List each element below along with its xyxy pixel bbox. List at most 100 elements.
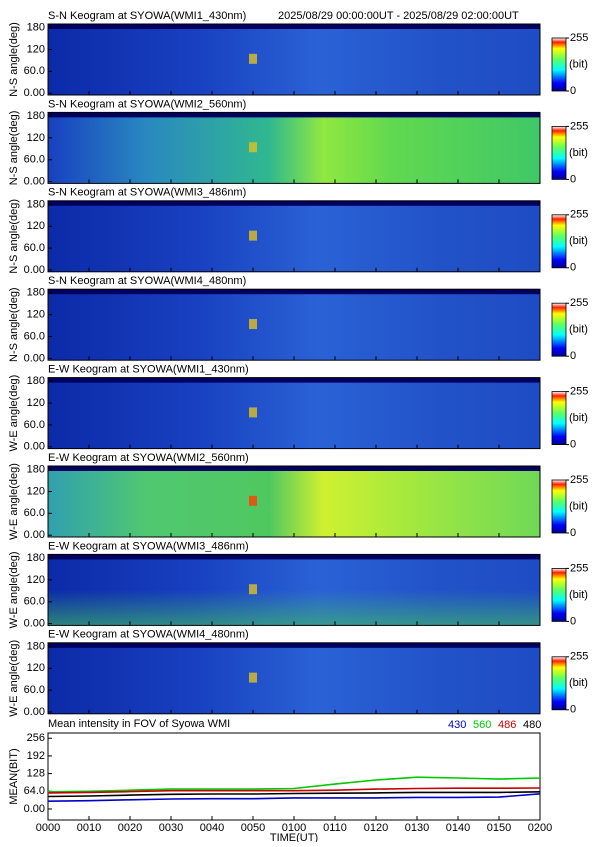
plot-frame [47, 732, 541, 821]
colorbar-tick-label: 255 [570, 386, 588, 398]
colorbar [551, 302, 567, 357]
series-line [47, 787, 541, 794]
y-axis-label: MEAN(BIT) [8, 748, 20, 804]
panel-title: S-N Keogram at SYOWA(WMI4_480nm) [48, 275, 246, 287]
keogram-feature [249, 584, 257, 595]
y-tick-label: 60.0 [24, 154, 45, 166]
legend-entry: 560 [473, 719, 491, 731]
y-tick-label: 0.00 [24, 352, 45, 364]
y-axis-label: W-E angle(deg) [8, 463, 20, 540]
colorbar-tick-label: 0 [570, 527, 576, 539]
colorbar [551, 214, 567, 269]
y-tick-label: 120 [27, 485, 45, 497]
x-tick-label: 0150 [487, 822, 511, 834]
y-tick-label: 60.0 [24, 507, 45, 519]
colorbar-label: (bit) [569, 235, 588, 247]
colorbar-tick-label: 0 [570, 173, 576, 185]
colorbar-tick-label: 255 [570, 562, 588, 574]
keogram-glow [48, 589, 540, 626]
keogram-image [48, 200, 540, 272]
y-axis-label: N-S angle(deg) [8, 287, 20, 362]
y-tick-label: 60.0 [24, 65, 45, 77]
y-tick-label: 128 [27, 768, 45, 780]
series-line [47, 791, 541, 798]
y-tick-label: 180 [27, 22, 45, 34]
panel-subtitle: 2025/08/29 00:00:00UT - 2025/08/29 02:00… [278, 10, 519, 22]
y-tick-label: 0.00 [24, 617, 45, 629]
legend-entry: 480 [523, 719, 541, 731]
x-tick-label: 0200 [528, 822, 552, 834]
panel-title: S-N Keogram at SYOWA(WMI3_486nm) [48, 187, 246, 199]
keogram-top-band [48, 200, 540, 206]
colorbar-tick-label: 255 [570, 32, 588, 44]
x-tick-label: 0000 [36, 822, 60, 834]
y-tick-label: 120 [27, 397, 45, 409]
y-tick-label: 180 [27, 464, 45, 476]
colorbar-label: (bit) [569, 147, 588, 159]
x-tick-label: 0130 [405, 822, 429, 834]
keogram-top-band [48, 642, 540, 648]
y-tick-label: 64.0 [24, 785, 45, 797]
colorbar-tick-label: 255 [570, 474, 588, 486]
keogram-feature [249, 319, 257, 330]
x-tick-label: 0030 [159, 822, 183, 834]
keogram-top-band [48, 466, 540, 471]
y-axis-label: N-S angle(deg) [8, 199, 20, 274]
x-tick-label: 0050 [241, 822, 265, 834]
colorbar-tick-label: 255 [570, 209, 588, 221]
keogram-top-band [48, 289, 540, 295]
colorbar-label: (bit) [569, 58, 588, 70]
colorbar [551, 479, 567, 534]
series-line [47, 793, 541, 802]
colorbar-label: (bit) [569, 324, 588, 336]
y-tick-label: 60.0 [24, 242, 45, 254]
colorbar-tick-label: 0 [570, 350, 576, 362]
x-tick-label: 0110 [323, 822, 347, 834]
keogram-top-band [48, 377, 540, 383]
keogram-feature [249, 230, 257, 241]
keogram-feature [249, 53, 257, 64]
y-tick-label: 120 [27, 574, 45, 586]
colorbar-tick-label: 0 [570, 262, 576, 274]
y-tick-label: 256 [27, 732, 45, 744]
y-tick-label: 0.00 [24, 87, 45, 99]
y-tick-label: 0.00 [24, 441, 45, 453]
x-tick-label: 0120 [364, 822, 388, 834]
colorbar-tick-label: 255 [570, 651, 588, 663]
y-tick-label: 0.00 [24, 706, 45, 718]
y-axis-label: N-S angle(deg) [8, 22, 20, 97]
x-axis-label: TIME(UT) [270, 832, 318, 842]
keogram-image [48, 377, 540, 449]
y-tick-label: 120 [27, 132, 45, 144]
colorbar-tick-label: 255 [570, 120, 588, 132]
y-tick-label: 192 [27, 750, 45, 762]
y-tick-label: 60.0 [24, 684, 45, 696]
y-axis-label: W-E angle(deg) [8, 640, 20, 717]
y-tick-label: 120 [27, 220, 45, 232]
chart-title: Mean intensity in FOV of Syowa WMI [48, 718, 230, 730]
y-tick-label: 120 [27, 309, 45, 321]
x-tick-label: 0020 [118, 822, 142, 834]
keogram-image [48, 112, 540, 184]
keogram-feature [249, 495, 257, 506]
y-tick-label: 180 [27, 287, 45, 299]
keogram-image [48, 466, 540, 537]
y-axis-label: W-E angle(deg) [8, 551, 20, 628]
colorbar-label: (bit) [569, 412, 588, 424]
colorbar-tick-label: 0 [570, 704, 576, 716]
panel-title: E-W Keogram at SYOWA(WMI4_480nm) [48, 629, 249, 641]
x-tick-label: 0100 [282, 822, 306, 834]
keogram-top-band [48, 112, 540, 118]
keogram-top-band [48, 554, 540, 560]
y-tick-label: 0.00 [24, 264, 45, 276]
y-tick-label: 180 [27, 110, 45, 122]
legend-entry: 430 [448, 719, 466, 731]
y-tick-label: 0.00 [24, 803, 45, 815]
keogram-image [48, 289, 540, 361]
keogram-feature [249, 142, 257, 153]
y-tick-label: 60.0 [24, 330, 45, 342]
colorbar [551, 391, 567, 446]
x-tick-label: 0010 [77, 822, 101, 834]
